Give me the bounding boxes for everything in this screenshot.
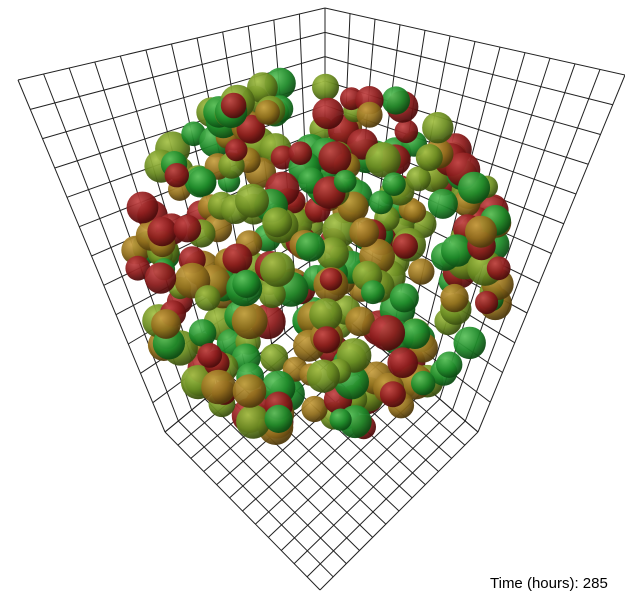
cell	[306, 359, 340, 393]
cell	[318, 141, 352, 175]
cell	[236, 404, 271, 439]
cell	[313, 326, 341, 354]
cell	[399, 318, 431, 349]
cell	[422, 112, 454, 144]
cell	[225, 138, 248, 162]
cell	[247, 72, 278, 103]
cell	[379, 381, 406, 408]
grid-line	[464, 69, 601, 422]
cell	[125, 255, 151, 281]
cell	[236, 114, 266, 144]
cell	[475, 290, 499, 315]
cell	[126, 191, 159, 224]
cell	[349, 217, 380, 248]
cell	[457, 171, 491, 204]
cell	[453, 326, 486, 360]
cell	[235, 183, 269, 218]
cell	[260, 343, 289, 372]
cell	[201, 369, 236, 405]
cell	[392, 233, 418, 259]
cell	[329, 408, 352, 431]
cell	[295, 232, 325, 262]
cell	[394, 119, 419, 144]
cell	[356, 101, 383, 128]
cell	[361, 280, 385, 305]
cell	[486, 256, 511, 281]
cell	[382, 172, 406, 196]
cell	[164, 163, 189, 188]
cell	[222, 243, 253, 274]
grid-line	[164, 431, 321, 591]
cell-cloud	[121, 67, 514, 445]
cell	[345, 306, 375, 337]
cell	[262, 207, 293, 238]
cell	[369, 315, 406, 351]
cell	[232, 269, 261, 298]
cell	[151, 309, 181, 339]
grid-line	[43, 73, 179, 422]
cell	[406, 166, 431, 192]
cell	[232, 374, 267, 408]
cell	[415, 144, 443, 171]
cell	[381, 86, 410, 115]
cell	[333, 169, 357, 193]
cell	[231, 303, 268, 340]
cell	[197, 343, 223, 368]
cell	[319, 268, 343, 291]
cell	[194, 285, 221, 311]
cell	[259, 251, 295, 287]
time-label: Time (hours): 285	[490, 575, 608, 592]
cell	[147, 216, 177, 247]
cell	[258, 280, 286, 308]
cell	[440, 283, 469, 313]
cell	[389, 283, 419, 313]
cell	[144, 262, 177, 294]
cell	[465, 215, 497, 248]
cell	[220, 92, 247, 119]
cell	[441, 234, 474, 267]
cell	[369, 190, 393, 215]
cell	[365, 142, 401, 178]
cell	[288, 141, 313, 165]
grid-line	[477, 74, 625, 433]
cell	[403, 200, 427, 223]
cell	[387, 347, 419, 379]
cell	[255, 99, 280, 125]
grid-line	[319, 431, 479, 591]
cell	[188, 319, 217, 347]
cell	[264, 404, 293, 433]
cell	[173, 214, 202, 243]
grid-line	[17, 79, 166, 433]
grid-line	[293, 409, 453, 565]
cell	[411, 370, 436, 396]
cell	[188, 168, 217, 197]
cell	[312, 73, 339, 101]
cell	[312, 97, 344, 130]
grid-line	[177, 420, 334, 578]
grid-line	[306, 420, 466, 578]
cell	[309, 298, 343, 332]
cell	[427, 188, 458, 219]
cell	[301, 395, 328, 423]
cell	[408, 258, 435, 285]
cell	[436, 351, 463, 378]
